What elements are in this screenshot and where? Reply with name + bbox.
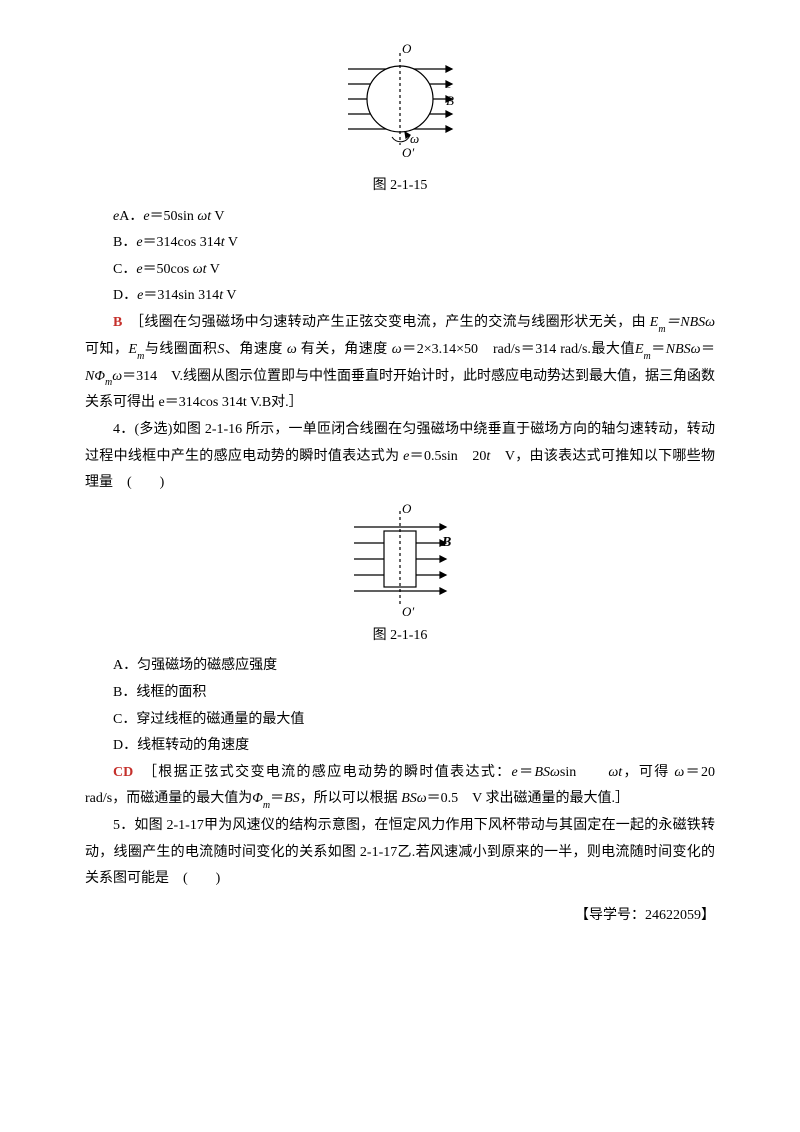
fig2-label-O-top: O bbox=[402, 501, 412, 516]
fig2-label-B: B bbox=[441, 535, 451, 550]
figure-2-1-15: O ‾ B ω O′ 图 2-1-15 bbox=[85, 39, 715, 200]
q3-option-A: eA．e＝50sin ωt VA．e＝50sin ωt V bbox=[85, 204, 715, 231]
fig2-svg: O B O′ bbox=[340, 501, 460, 619]
q4-option-B: B．线框的面积 bbox=[85, 680, 715, 707]
q5-stem: 5．如图 2-1-17甲为风速仪的结构示意图，在恒定风力作用下风杯带动与其固定在… bbox=[85, 813, 715, 893]
fig1-svg: O ‾ B ω O′ bbox=[330, 39, 470, 169]
fig2-caption: 图 2-1-16 bbox=[85, 623, 715, 650]
q3-explanation: B ［线圈在匀强磁场中匀速转动产生正弦交变电流，产生的交流与线圈形状无关，由 E… bbox=[85, 310, 715, 417]
fig2-label-O-bot: O′ bbox=[402, 604, 414, 619]
q4-option-D: D．线框转动的角速度 bbox=[85, 733, 715, 760]
fig1-label-O-top: O bbox=[402, 41, 412, 56]
fig1-label-B: B bbox=[446, 93, 454, 108]
q3-answer: B bbox=[113, 315, 122, 330]
q4-answer: CD bbox=[113, 765, 133, 780]
q4-explanation: CD ［根据正弦式交变电流的感应电动势的瞬时值表达式：e＝BSωsin ωt，可… bbox=[85, 760, 715, 813]
q4-stem: 4．(多选)如图 2-1-16 所示，一单匝闭合线圈在匀强磁场中绕垂直于磁场方向… bbox=[85, 417, 715, 497]
fig1-label-omega: ω bbox=[410, 131, 419, 146]
q3-option-C: C．e＝50cos ωt V bbox=[85, 257, 715, 284]
fig1-caption: 图 2-1-15 bbox=[85, 173, 715, 200]
q4-option-C: C．穿过线框的磁通量的最大值 bbox=[85, 707, 715, 734]
figure-2-1-16: O B O′ 图 2-1-16 bbox=[85, 501, 715, 650]
q3-option-B: B．e＝314cos 314t V bbox=[85, 230, 715, 257]
q3-option-D: D．e＝314sin 314t V bbox=[85, 283, 715, 310]
q4-option-A: A．匀强磁场的磁感应强度 bbox=[85, 653, 715, 680]
q5-nav-code: 【导学号：24622059】 bbox=[85, 903, 715, 930]
fig1-label-O-bot: O′ bbox=[402, 145, 414, 160]
